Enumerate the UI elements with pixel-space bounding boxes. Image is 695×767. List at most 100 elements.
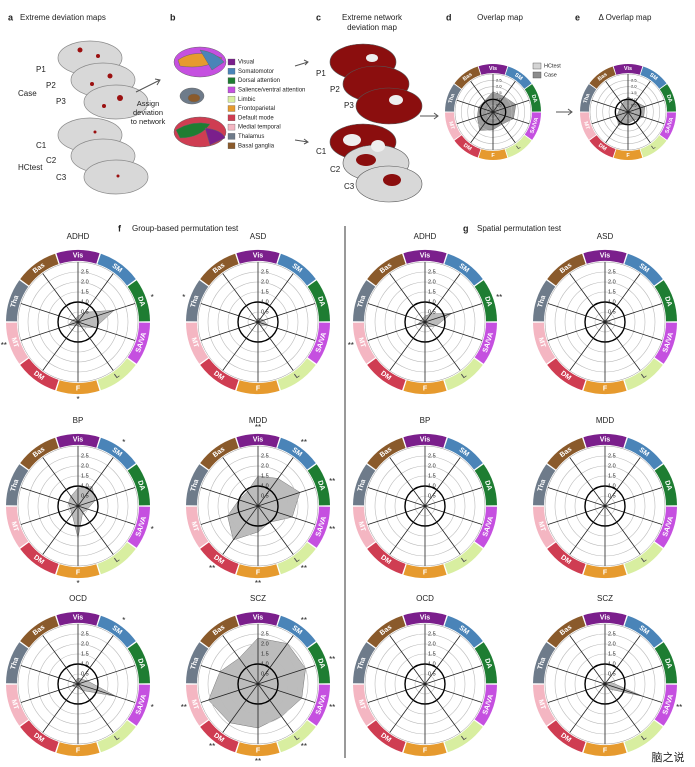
category-band xyxy=(56,612,100,626)
chart-title: Δ Overlap map xyxy=(599,13,652,22)
category-label: SA/VA xyxy=(664,117,675,134)
category-label: MT xyxy=(190,337,200,349)
category-band xyxy=(186,642,209,684)
spoke xyxy=(605,81,629,113)
r-tick-label: 1.0 xyxy=(428,661,436,667)
r-tick-label: 2.5 xyxy=(81,631,89,637)
legend-label: Basal ganglia xyxy=(238,143,275,149)
category-band xyxy=(583,564,627,578)
category-band xyxy=(583,612,627,626)
category-label: MT xyxy=(537,699,547,711)
category-band xyxy=(367,437,406,470)
spoke xyxy=(257,321,316,341)
category-band xyxy=(640,66,667,89)
spoke xyxy=(77,505,136,525)
category-band xyxy=(200,542,239,575)
spoke xyxy=(222,505,259,555)
category-label: SM xyxy=(513,72,524,82)
network-legend: Visual Somatomotor Dorsal attention Salienc… xyxy=(227,58,305,149)
category-band xyxy=(659,84,676,112)
spoke xyxy=(389,321,426,371)
legend-swatch xyxy=(227,133,236,140)
category-label: Tha xyxy=(583,92,592,104)
r-tick-label: 2.5 xyxy=(608,453,616,459)
case-label: P2 xyxy=(330,85,340,94)
chart-title: BP xyxy=(73,416,84,425)
spoke xyxy=(257,505,316,525)
legend-label: HCtest xyxy=(544,63,561,69)
r-tick-label: 0.5 xyxy=(496,103,502,108)
category-band xyxy=(589,135,616,158)
category-label: F xyxy=(491,153,495,159)
spoke xyxy=(20,505,79,525)
spoke xyxy=(547,683,606,703)
category-band xyxy=(127,464,150,506)
significance-star: * xyxy=(182,293,185,302)
r-tick-label: 2.0 xyxy=(428,641,436,647)
category-label: Tha xyxy=(190,478,201,492)
spoke xyxy=(470,111,494,143)
red-patches xyxy=(356,154,401,186)
category-band xyxy=(20,720,59,753)
chart-title: Overlap map xyxy=(477,13,523,22)
legend-swatch xyxy=(227,68,236,75)
category-band xyxy=(403,380,447,394)
case-label: P3 xyxy=(56,97,66,106)
r-tick-label: 0.5 xyxy=(428,493,436,499)
spoke xyxy=(77,665,136,685)
spoke xyxy=(389,273,426,323)
significance-star: ** xyxy=(181,703,187,712)
spoke xyxy=(42,683,79,733)
spoke xyxy=(257,683,316,703)
spoke xyxy=(42,457,79,507)
r-tick-label: 0.5 xyxy=(261,309,269,315)
spoke xyxy=(257,683,294,733)
significance-star: * xyxy=(76,395,79,404)
significance-star: ** xyxy=(329,655,335,664)
category-label: L xyxy=(114,734,122,743)
spoke xyxy=(569,683,606,733)
category-label: F xyxy=(256,747,261,754)
spoke xyxy=(222,321,259,371)
category-label: SM xyxy=(458,447,471,459)
r-tick-label: 1.0 xyxy=(631,96,637,101)
category-band xyxy=(659,112,676,140)
spoke xyxy=(42,321,79,371)
category-band xyxy=(533,464,556,506)
category-band xyxy=(307,684,330,726)
panel-title: Extreme network xyxy=(342,13,403,22)
category-label: SM xyxy=(291,625,304,637)
category-band xyxy=(353,464,376,506)
spoke xyxy=(77,457,114,507)
category-label: MT xyxy=(10,337,20,349)
category-band xyxy=(505,66,532,89)
radar-chart: Overlap map 0.5 1.01.52.0 2.5 Vis SM DA SA/VA L F… xyxy=(445,13,561,161)
spoke xyxy=(627,111,651,143)
spoke xyxy=(604,683,641,733)
panel-letter: d xyxy=(446,12,452,22)
r-tick-label: 0.5 xyxy=(608,493,616,499)
significance-star: * xyxy=(151,703,154,712)
category-band xyxy=(20,615,59,648)
category-band xyxy=(127,506,150,548)
control-label: C3 xyxy=(344,182,355,191)
r-tick-label: 0.5 xyxy=(608,309,616,315)
category-band xyxy=(97,720,136,753)
category-label: L xyxy=(461,372,469,381)
spoke xyxy=(77,683,114,733)
significance-star: ** xyxy=(1,341,7,350)
category-band xyxy=(353,684,376,726)
category-band xyxy=(186,506,209,548)
category-label: DA xyxy=(665,94,673,103)
r-tick-label: 2.0 xyxy=(261,279,269,285)
r-tick-label: 2.5 xyxy=(428,453,436,459)
parcellation-brains xyxy=(173,46,227,148)
category-band xyxy=(478,64,508,75)
category-label: F xyxy=(76,747,81,754)
legend-label: Medial temporal xyxy=(238,125,281,131)
category-band xyxy=(186,684,209,726)
category-label: Vis xyxy=(73,436,83,443)
significance-star: ** xyxy=(209,564,215,573)
category-band xyxy=(20,542,59,575)
category-label: DA xyxy=(316,296,326,308)
